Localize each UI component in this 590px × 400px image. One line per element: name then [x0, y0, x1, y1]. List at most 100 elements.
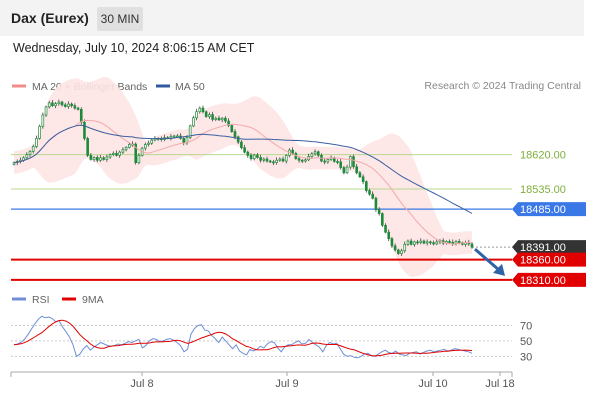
candle-body	[246, 151, 250, 156]
candle-body	[448, 241, 451, 243]
candle-body	[284, 155, 288, 162]
rsi-ma-line	[13, 319, 473, 357]
candle-body	[352, 156, 355, 168]
timeframe-button[interactable]: 30 MIN	[97, 7, 143, 31]
level-tag-3	[512, 240, 586, 255]
candle-body	[451, 241, 455, 244]
candle-body	[31, 146, 35, 152]
candle-body	[54, 103, 57, 107]
candle-body	[397, 249, 400, 254]
candle-body	[454, 241, 458, 244]
instrument-title: Dax (Eurex)	[11, 10, 89, 26]
candle-body	[57, 101, 61, 105]
candle-body	[137, 155, 141, 164]
level-label-5: 18310.00	[520, 275, 566, 287]
forecast-arrow-head	[493, 263, 505, 276]
candle-body	[272, 161, 275, 164]
header-bar: Dax (Eurex) 30 MIN	[0, 0, 584, 36]
candle-body	[429, 241, 432, 244]
candle-body	[95, 157, 99, 161]
candle-body	[406, 240, 410, 245]
candle-body	[147, 142, 150, 145]
rsi-tick-label: 30	[520, 351, 532, 363]
candle-body	[249, 155, 253, 159]
candle-body	[265, 158, 269, 162]
candle-body	[384, 224, 387, 233]
candle-body	[76, 107, 80, 110]
candle-body	[339, 161, 342, 168]
candle-body	[355, 166, 359, 174]
x-tick-label: Jul 8	[130, 378, 153, 390]
legend-swatch-ma50	[156, 84, 170, 88]
candle-body	[393, 245, 397, 251]
candle-body	[79, 108, 83, 123]
candle-body	[457, 241, 461, 244]
candle-body	[172, 135, 176, 138]
candle-body	[243, 147, 246, 153]
candle-body	[182, 138, 186, 144]
level-label-2: 18485.00	[520, 204, 566, 216]
level-label-4: 18360.00	[520, 255, 566, 267]
candle-body	[83, 121, 86, 139]
candle-body	[99, 157, 102, 161]
candle-body	[316, 151, 320, 156]
candle-body	[435, 241, 439, 245]
candle-body	[345, 166, 349, 174]
candle-body	[188, 125, 192, 138]
candle-body	[297, 158, 301, 161]
candle-body	[291, 149, 294, 154]
bollinger-band-fill	[14, 76, 472, 278]
candle-body	[44, 106, 48, 116]
candle-body	[278, 158, 282, 161]
legend-label-ma50: MA 50	[175, 81, 205, 93]
candle-body	[204, 111, 208, 117]
candle-body	[105, 156, 109, 160]
candle-body	[89, 155, 93, 160]
candle-body	[38, 125, 41, 139]
candle-body	[262, 158, 266, 161]
candle-body	[224, 117, 227, 122]
candle-body	[304, 159, 307, 162]
ma50-line	[13, 124, 473, 214]
candle-body	[214, 117, 218, 120]
candle-body	[368, 190, 371, 195]
x-tick-label: Jul 10	[418, 378, 447, 390]
x-tick-label: Jul 9	[275, 378, 298, 390]
candle-body	[195, 111, 198, 119]
forecast-arrow-shaft	[474, 248, 501, 273]
candle-body	[281, 158, 285, 162]
candle-body	[25, 154, 29, 159]
candle-body	[60, 101, 64, 106]
candle-body	[300, 159, 304, 162]
candle-body	[470, 243, 474, 248]
candle-body	[67, 103, 70, 107]
candle-body	[111, 153, 115, 155]
candle-body	[413, 241, 416, 245]
legend-swatch-rsi-ma	[62, 297, 76, 301]
candle-body	[422, 240, 426, 244]
candle-body	[236, 136, 240, 143]
legend-swatch-bollinger	[12, 84, 26, 88]
candle-body	[310, 153, 314, 157]
candle-body	[92, 157, 96, 160]
candle-body	[342, 167, 346, 174]
candle-body	[124, 146, 128, 151]
candle-body	[227, 120, 230, 126]
rsi-line	[13, 315, 473, 359]
level-tag-2	[512, 202, 586, 217]
candle-body	[121, 149, 125, 153]
candle-body	[230, 125, 234, 132]
candle-body	[115, 153, 118, 156]
level-label-3: 18391.00	[520, 242, 566, 254]
candle-body	[416, 241, 419, 244]
date-line: Wednesday, July 10, 2024 8:06:15 AM CET	[13, 41, 255, 55]
candle-body	[374, 197, 378, 210]
rsi-tick-label: 50	[520, 336, 532, 348]
candle-body	[176, 135, 179, 138]
candle-body	[108, 154, 112, 158]
legend-label-rsi: RSI	[32, 294, 50, 306]
candle-body	[268, 160, 272, 163]
candle-body	[323, 160, 326, 163]
candle-body	[313, 151, 317, 155]
credit-text: Research © 2024 Trading Central	[424, 80, 581, 92]
